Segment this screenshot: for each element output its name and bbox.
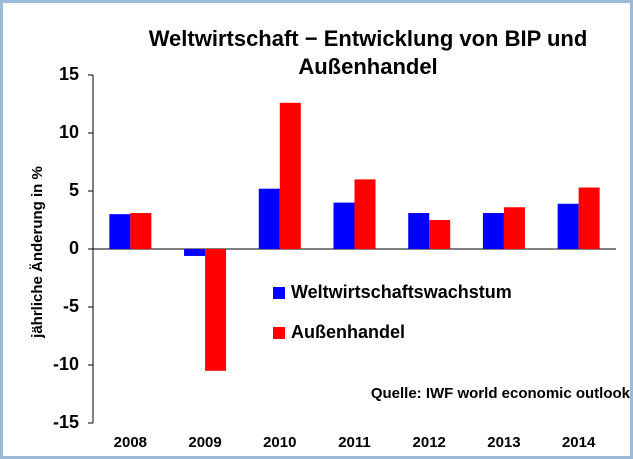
x-tick-label: 2012 bbox=[413, 434, 446, 451]
legend-label: Weltwirtschaftswachstum bbox=[291, 282, 512, 302]
y-tick-label: 5 bbox=[69, 180, 79, 200]
x-tick-label: 2008 bbox=[114, 434, 147, 451]
bar bbox=[109, 214, 131, 249]
x-tick-label: 2009 bbox=[188, 434, 221, 451]
y-tick-label: -15 bbox=[53, 412, 79, 432]
bar bbox=[408, 213, 430, 249]
bar bbox=[503, 207, 525, 249]
legend-label: Außenhandel bbox=[291, 322, 405, 342]
y-tick-label: 10 bbox=[59, 122, 79, 142]
bar bbox=[578, 187, 600, 249]
chart: jährliche Änderung in % Quelle: IWF worl… bbox=[29, 64, 630, 451]
y-tick-label: 15 bbox=[59, 64, 79, 84]
y-tick-label: -5 bbox=[63, 296, 79, 316]
bar bbox=[482, 213, 504, 249]
x-tick-label: 2013 bbox=[487, 434, 520, 451]
bar bbox=[205, 249, 227, 371]
y-tick-label: 0 bbox=[69, 238, 79, 258]
annotation: Quelle: IWF world economic outlook bbox=[371, 385, 630, 402]
bar bbox=[258, 188, 280, 249]
x-tick-label: 2011 bbox=[338, 434, 371, 451]
legend-swatch bbox=[273, 287, 285, 299]
legend-swatch bbox=[273, 327, 285, 339]
x-tick-label: 2014 bbox=[562, 434, 596, 451]
x-tick-label: 2010 bbox=[263, 434, 296, 451]
y-axis-label: jährliche Änderung in % bbox=[29, 166, 46, 339]
bar bbox=[557, 203, 579, 249]
bar bbox=[184, 249, 206, 256]
y-tick-label: -10 bbox=[53, 354, 79, 374]
bar bbox=[333, 202, 355, 249]
bar bbox=[279, 102, 301, 249]
chart-title: Weltwirtschaft − Entwicklung von BIP und… bbox=[148, 26, 588, 79]
bar bbox=[354, 179, 376, 249]
bar bbox=[429, 220, 451, 249]
bar bbox=[130, 213, 152, 249]
